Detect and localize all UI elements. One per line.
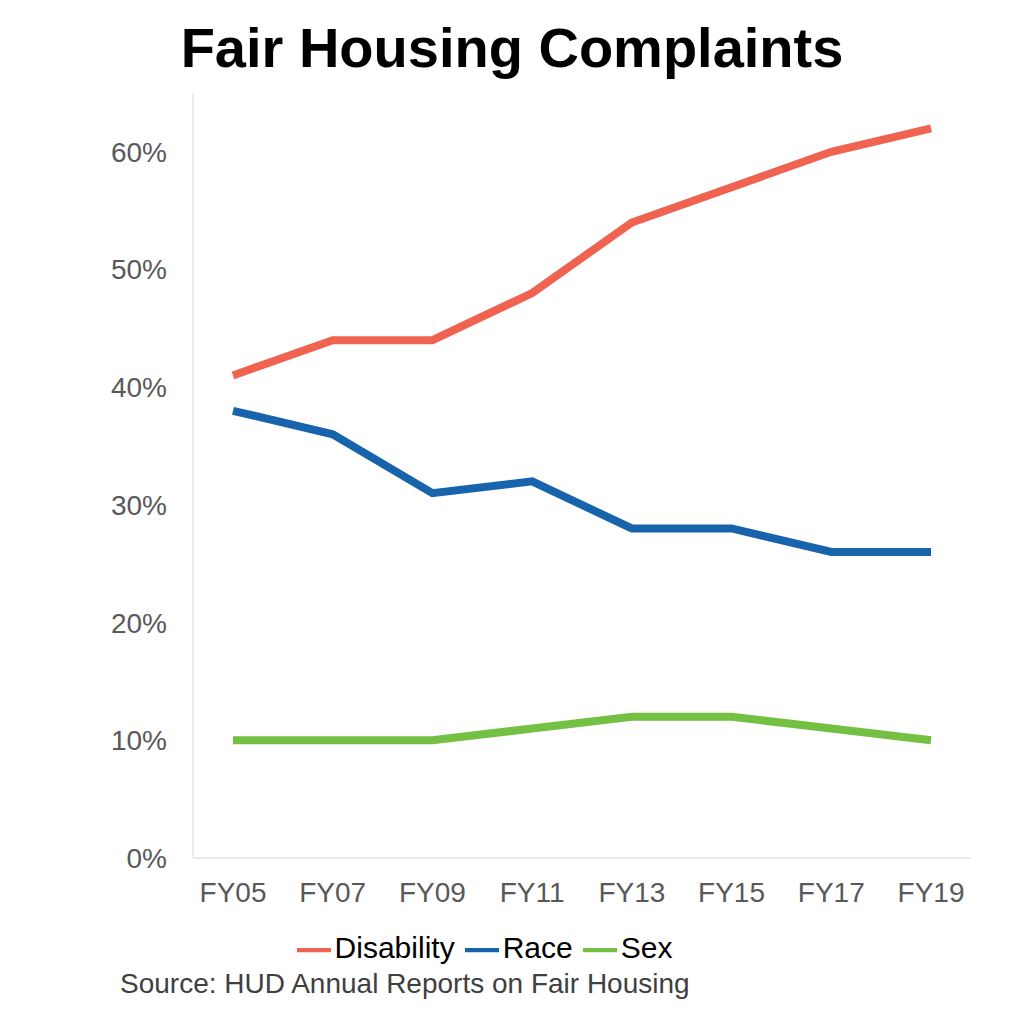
svg-text:0%: 0% (127, 843, 167, 874)
html-text:Race: Race (502, 931, 573, 964)
svg-text:20%: 20% (111, 608, 167, 639)
html-text:Source: HUD Annual Reports on: Source: HUD Annual Reports on Fair Housi… (120, 968, 690, 999)
svg-text:30%: 30% (111, 490, 167, 521)
svg-text:FY13: FY13 (598, 877, 665, 908)
svg-text:FY05: FY05 (200, 877, 267, 908)
html-text:Disability: Disability (334, 931, 455, 964)
svg-text:FY19: FY19 (898, 877, 965, 908)
svg-text:FY17: FY17 (798, 877, 865, 908)
svg-text:FY09: FY09 (399, 877, 466, 908)
html-text:Fair Housing Complaints: Fair Housing Complaints (180, 16, 844, 79)
svg-text:50%: 50% (111, 254, 167, 285)
svg-text:40%: 40% (111, 372, 167, 403)
svg-text:FY15: FY15 (698, 877, 765, 908)
svg-text:FY11: FY11 (500, 877, 565, 908)
svg-text:FY07: FY07 (299, 877, 366, 908)
html-text:Sex: Sex (620, 931, 673, 964)
svg-text:10%: 10% (111, 725, 167, 756)
svg-text:60%: 60% (111, 137, 167, 168)
